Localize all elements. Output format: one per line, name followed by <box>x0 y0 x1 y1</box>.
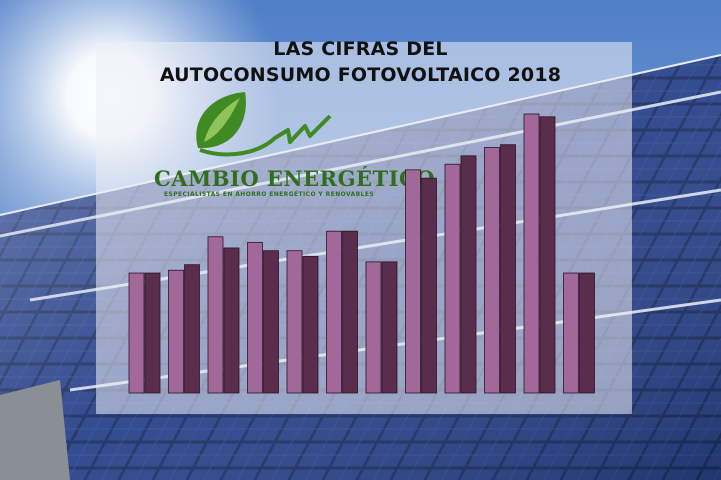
bar-series-2-item-9 <box>460 155 477 394</box>
bar-series-2-item-4 <box>263 250 279 394</box>
title-line-1: LAS CIFRAS DEL <box>273 38 448 60</box>
bar-series-2-item-12 <box>579 272 595 394</box>
bar-series-2-item-6 <box>342 230 358 394</box>
bar-series-2-item-10 <box>500 144 516 394</box>
leaf-logo-icon <box>196 92 332 157</box>
page-title: LAS CIFRAS DEL AUTOCONSUMO FOTOVOLTAICO … <box>0 36 721 88</box>
bar-series-2-item-8 <box>421 177 437 394</box>
bar-series-2-item-2 <box>184 264 200 394</box>
bar-series-2-item-3 <box>223 247 240 394</box>
logo-name: CAMBIO ENERGÉTICO <box>154 166 435 191</box>
bar-series-1-item-7 <box>365 261 382 394</box>
bar-series-2-item-7 <box>381 261 398 394</box>
bar-series-2-item-1 <box>144 272 161 394</box>
title-line-2: AUTOCONSUMO FOTOVOLTAICO 2018 <box>159 64 562 86</box>
bar-series-1-item-9 <box>444 163 461 394</box>
bar-series-1-item-11 <box>523 113 540 394</box>
bar-series-1-item-1 <box>128 272 145 394</box>
bar-series-1-item-5 <box>286 250 303 394</box>
logo-tagline: ESPECIALISTAS EN AHORRO ENERGÉTICO Y REN… <box>164 191 375 198</box>
bar-series-1-item-8 <box>405 169 421 394</box>
bar-series-1-item-12 <box>563 272 579 394</box>
bar-series-1-item-10 <box>484 147 500 394</box>
logo: CAMBIO ENERGÉTICO ESPECIALISTAS EN AHORR… <box>150 90 435 205</box>
bar-series-1-item-6 <box>326 230 342 394</box>
bar-series-1-item-3 <box>207 236 224 394</box>
bar-series-2-item-5 <box>302 255 319 394</box>
bar-series-1-item-2 <box>168 269 184 394</box>
bar-series-1-item-4 <box>247 241 263 394</box>
bar-series-2-item-11 <box>539 116 556 394</box>
